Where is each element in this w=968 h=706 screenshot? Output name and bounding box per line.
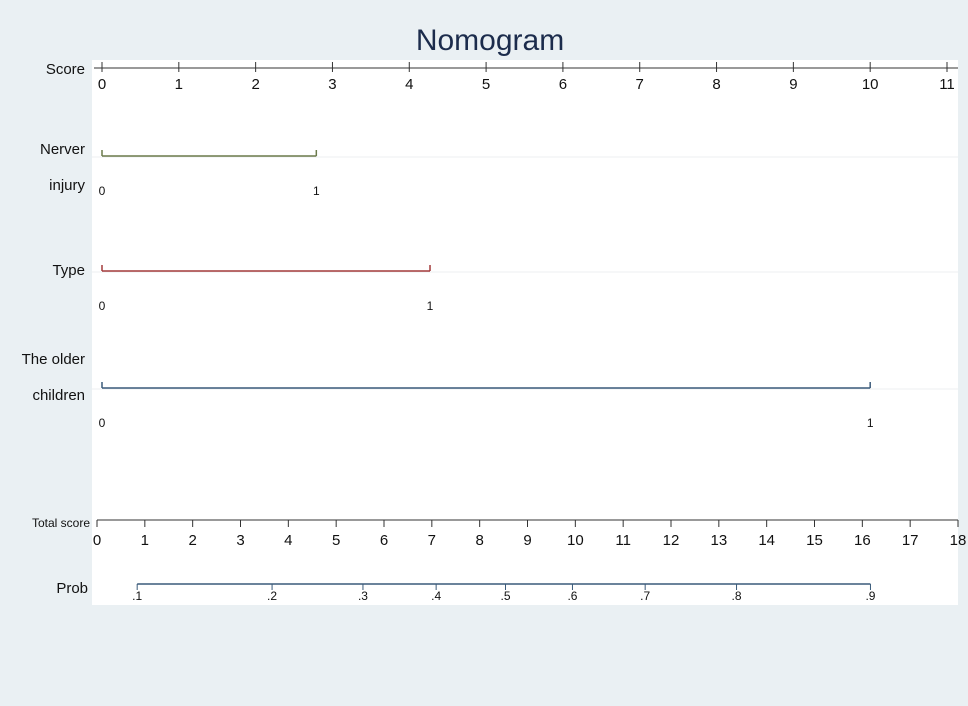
tick-label: 9	[523, 532, 531, 549]
axis-label: Prob	[56, 580, 88, 597]
tick-label: 4	[405, 76, 413, 93]
tick-label: 9	[789, 76, 797, 93]
tick-label: 17	[902, 532, 919, 549]
tick-label: 7	[636, 76, 644, 93]
level-label: 1	[313, 184, 320, 198]
prob-label: .1	[132, 589, 142, 603]
level-label: 1	[427, 299, 434, 313]
tick-label: 15	[806, 532, 823, 549]
tick-label: 5	[332, 532, 340, 549]
prob-label: .6	[567, 589, 577, 603]
tick-label: 8	[475, 532, 483, 549]
level-label: 0	[99, 416, 106, 430]
tick-label: 4	[284, 532, 292, 549]
tick-label: 1	[141, 532, 149, 549]
prob-label: .5	[500, 589, 510, 603]
tick-label: 10	[567, 532, 584, 549]
tick-label: 3	[328, 76, 336, 93]
prob-label: .7	[640, 589, 650, 603]
prob-label: .4	[431, 589, 441, 603]
tick-label: 14	[758, 532, 775, 549]
tick-label: 11	[615, 532, 631, 549]
variable-label: injury	[49, 177, 85, 194]
tick-label: 11	[939, 76, 955, 93]
variable-label: Type	[52, 262, 85, 279]
tick-label: 6	[559, 76, 567, 93]
tick-label: 3	[236, 532, 244, 549]
tick-label: 0	[93, 532, 101, 549]
prob-label: .9	[865, 589, 875, 603]
tick-label: 12	[663, 532, 680, 549]
tick-label: 7	[428, 532, 436, 549]
tick-label: 8	[712, 76, 720, 93]
prob-label: .8	[732, 589, 742, 603]
plot-area	[92, 60, 958, 605]
axis-label: Score	[46, 61, 85, 78]
tick-label: 2	[251, 76, 259, 93]
prob-label: .3	[358, 589, 368, 603]
tick-label: 2	[188, 532, 196, 549]
tick-label: 16	[854, 532, 871, 549]
level-label: 1	[867, 416, 874, 430]
variable-label: The older	[22, 351, 85, 368]
level-label: 0	[99, 299, 106, 313]
tick-label: 5	[482, 76, 490, 93]
tick-label: 10	[862, 76, 879, 93]
tick-label: 18	[950, 532, 967, 549]
chart-title: Nomogram	[416, 24, 564, 57]
axis-label: Total score	[32, 516, 90, 530]
tick-label: 0	[98, 76, 106, 93]
tick-label: 1	[175, 76, 183, 93]
variable-label: children	[32, 387, 85, 404]
level-label: 0	[99, 184, 106, 198]
variable-label: Nerver	[40, 141, 85, 158]
tick-label: 6	[380, 532, 388, 549]
tick-label: 13	[710, 532, 727, 549]
prob-label: .2	[267, 589, 277, 603]
